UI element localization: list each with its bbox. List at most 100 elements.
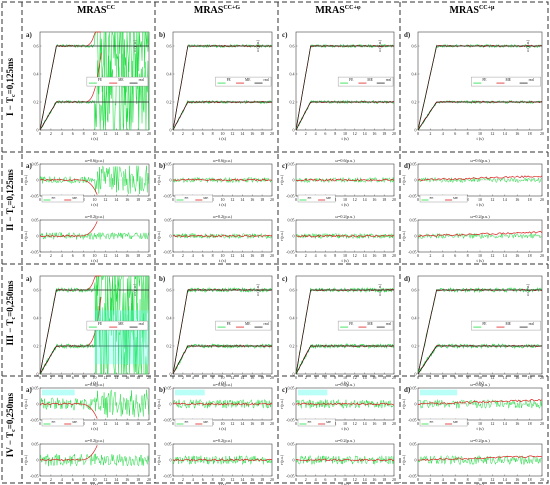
x-tick-label: 0 (417, 375, 419, 380)
y-tick-label: 0 (37, 458, 39, 463)
x-tick-label: 12 (230, 375, 234, 380)
x-axis-label: t (s) (219, 482, 227, 485)
x-tick-label: 10 (343, 477, 347, 482)
x-tick-label: 0 (295, 477, 297, 482)
fe-series-line (172, 343, 272, 374)
legend-box (419, 194, 468, 203)
y-axis-label: e (p.u.) (280, 398, 284, 409)
x-tick-label: 14 (240, 421, 244, 426)
y-axis-label: e (p.u.) (402, 398, 406, 409)
me-error-line (39, 221, 98, 238)
y-tick-label: -0.05 (286, 194, 294, 199)
x-tick-label: 16 (515, 253, 519, 258)
me-error-line (417, 230, 543, 237)
panel-letter: b) (159, 386, 166, 394)
me-error-line (172, 234, 273, 238)
panel-letter: c) (282, 162, 288, 170)
y-tick-label: 0.05 (410, 218, 417, 223)
legend-label: ME (72, 196, 77, 200)
legend-box (215, 320, 272, 331)
x-tick-label: 14 (240, 375, 244, 380)
fe-error-line (417, 232, 542, 240)
y-tick-label: 0 (37, 372, 39, 377)
me-error-line (172, 178, 273, 182)
x-tick-label: 8 (83, 131, 85, 136)
x-tick-label: 10 (93, 421, 97, 426)
x-tick-label: 20 (147, 477, 151, 482)
y-tick-label: 0 (170, 234, 172, 239)
x-tick-label: 2 (50, 477, 52, 482)
x-tick-label: 20 (540, 477, 544, 482)
speed-panel-r1-c1: 00.20.40.60 2 4 6 8 10 12 14 16 18 20t (s)ω (p.u.)… (26, 31, 151, 141)
me-error-line (39, 178, 98, 195)
x-tick-label: 16 (125, 375, 129, 380)
x-tick-label: 16 (515, 421, 519, 426)
x-tick-label: 2 (50, 253, 52, 258)
y-tick-label: 0.6 (412, 288, 417, 293)
y-tick-label: 0.6 (167, 44, 172, 49)
y-tick-label: 0 (170, 402, 172, 407)
x-tick-label: 0 (39, 131, 41, 136)
y-tick-label: 0.05 (410, 162, 417, 167)
x-tick-label: 20 (270, 375, 274, 380)
x-tick-label: 18 (528, 477, 532, 482)
y-axis-label: e (p.u.) (157, 230, 161, 241)
x-tick-label: 14 (503, 421, 507, 426)
y-axis-label: e (p.u.) (280, 174, 284, 185)
x-tick-label: 20 (392, 253, 396, 258)
x-tick-label: 14 (503, 253, 507, 258)
row-label-3: III − Tc=0,250ms (5, 280, 17, 346)
column-header-2: MRASCC+G (194, 5, 241, 16)
x-tick-label: 18 (136, 253, 140, 258)
column-header-3: MRASCC+φ (315, 5, 361, 16)
y-tick-label: 0 (293, 458, 295, 463)
fe-error-line (39, 453, 149, 467)
x-tick-label: 20 (270, 421, 274, 426)
panel-letter: d) (404, 162, 411, 170)
x-tick-label: 0 (172, 477, 174, 482)
y-tick-label: 0.05 (32, 386, 39, 391)
x-tick-label: 14 (240, 253, 244, 258)
x-tick-label: 2 (182, 477, 184, 482)
y-tick-label: -0.05 (408, 194, 416, 199)
x-tick-label: 14 (114, 375, 118, 380)
legend-label: ME (453, 420, 458, 424)
x-tick-label: 12 (230, 421, 234, 426)
me-error-line (172, 458, 273, 462)
x-tick-label: 18 (528, 131, 532, 136)
x-axis-label: t (s) (476, 258, 484, 263)
x-tick-label: 14 (114, 421, 118, 426)
x-tick-label: 16 (125, 131, 129, 136)
x-tick-label: 10 (478, 197, 482, 202)
y-axis-label: e (p.u.) (402, 230, 406, 241)
x-tick-label: 8 (212, 253, 214, 258)
y-tick-label: 0.05 (288, 386, 295, 391)
y-tick-label: 0 (415, 402, 417, 407)
column-header-1: MRASCC (77, 5, 115, 16)
legend-label: FE (98, 78, 103, 82)
x-tick-label: 16 (372, 253, 376, 258)
y-tick-label: 0.05 (288, 442, 295, 447)
y-axis-label: e (p.u.) (280, 230, 284, 241)
x-tick-label: 10 (478, 477, 482, 482)
x-tick-label: 8 (334, 253, 336, 258)
x-tick-label: 4 (315, 253, 317, 258)
fe-error-line (295, 232, 394, 240)
y-axis-label: e (p.u.) (24, 230, 28, 241)
y-tick-label: 0.4 (412, 316, 417, 321)
highlight-band (420, 389, 458, 396)
legend-label: FE (430, 420, 434, 424)
x-tick-label: 10 (221, 477, 225, 482)
x-tick-label: 16 (372, 477, 376, 482)
x-axis-label: t (s) (341, 136, 349, 141)
y-tick-label: 0.05 (288, 218, 295, 223)
x-tick-label: 10 (478, 421, 482, 426)
x-tick-label: 6 (202, 253, 204, 258)
legend-box (215, 76, 272, 87)
x-tick-label: 14 (240, 477, 244, 482)
x-axis-label: t (s) (219, 258, 227, 263)
y-tick-label: 0.4 (290, 316, 295, 321)
legend-label: ME (326, 420, 331, 424)
error-subplot-title: ω=0.2(p.u.) (85, 214, 105, 219)
